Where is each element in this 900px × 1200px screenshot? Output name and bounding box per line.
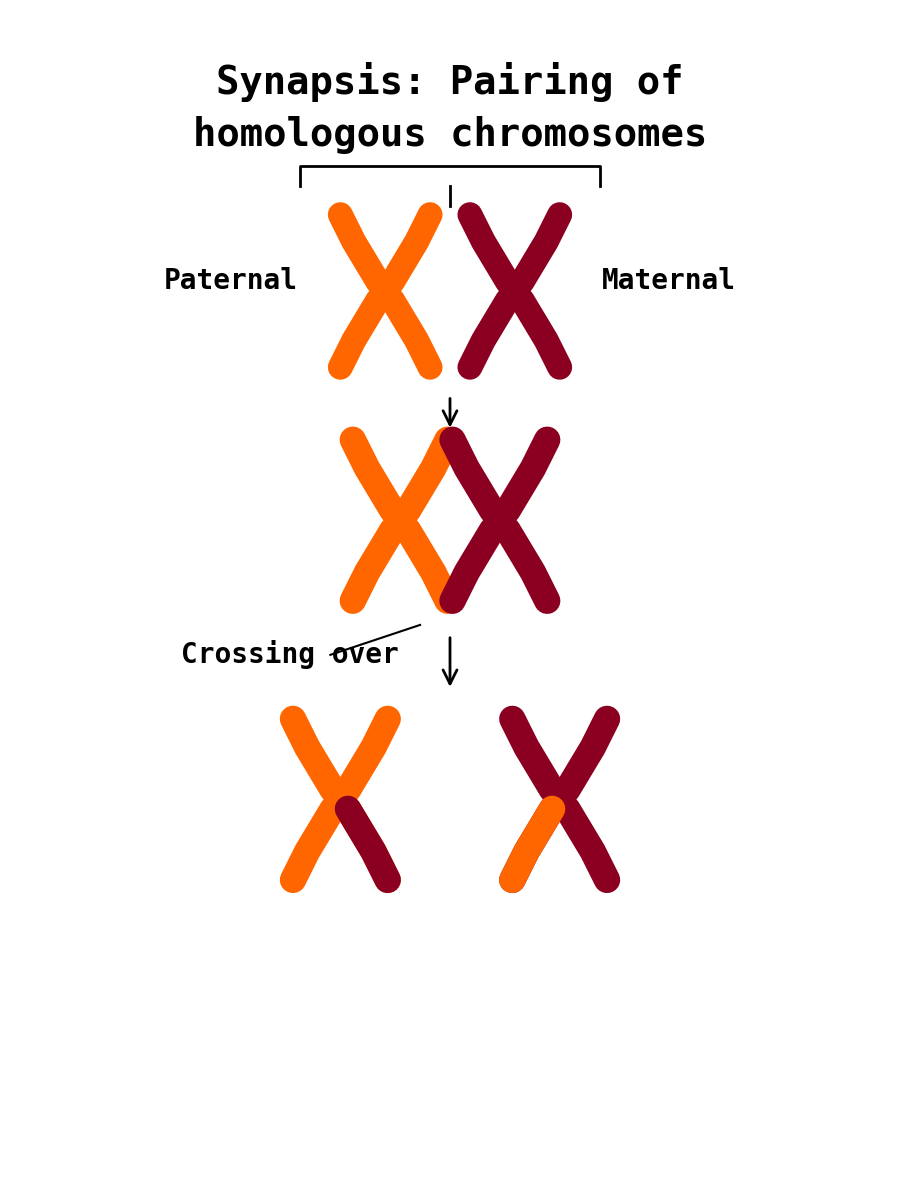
Text: Paternal: Paternal	[164, 266, 298, 295]
Text: homologous chromosomes: homologous chromosomes	[193, 116, 707, 155]
Text: Crossing over: Crossing over	[181, 641, 399, 670]
Text: Maternal: Maternal	[602, 266, 736, 295]
Text: Synapsis: Pairing of: Synapsis: Pairing of	[216, 61, 684, 102]
